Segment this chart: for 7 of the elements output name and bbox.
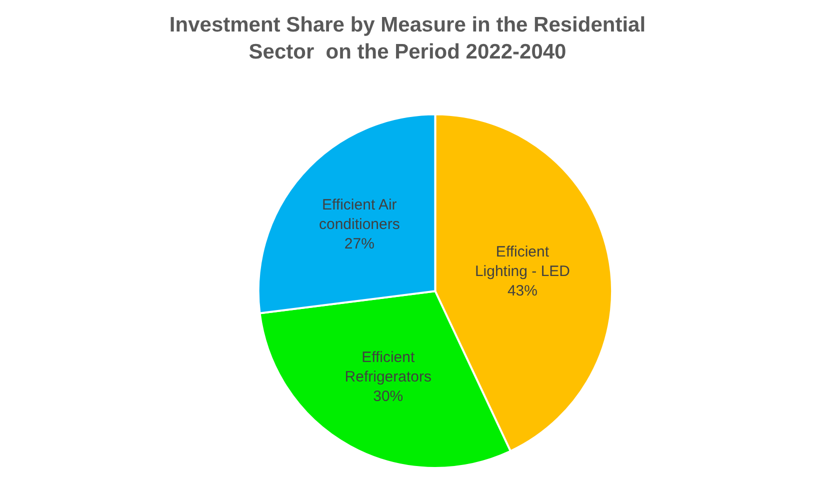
data-label: 30% <box>373 388 404 405</box>
chart-title: Investment Share by Measure in the Residential Sector on the Period 2022-2040 <box>169 13 646 64</box>
data-label: 43% <box>507 282 538 300</box>
slice-label: Efficient Refrigerators <box>344 348 432 386</box>
slice-label: Efficient Lighting - LED <box>474 244 570 280</box>
slice-label: Efficient Air conditioners <box>318 196 400 233</box>
data-label: 27% <box>344 235 374 252</box>
